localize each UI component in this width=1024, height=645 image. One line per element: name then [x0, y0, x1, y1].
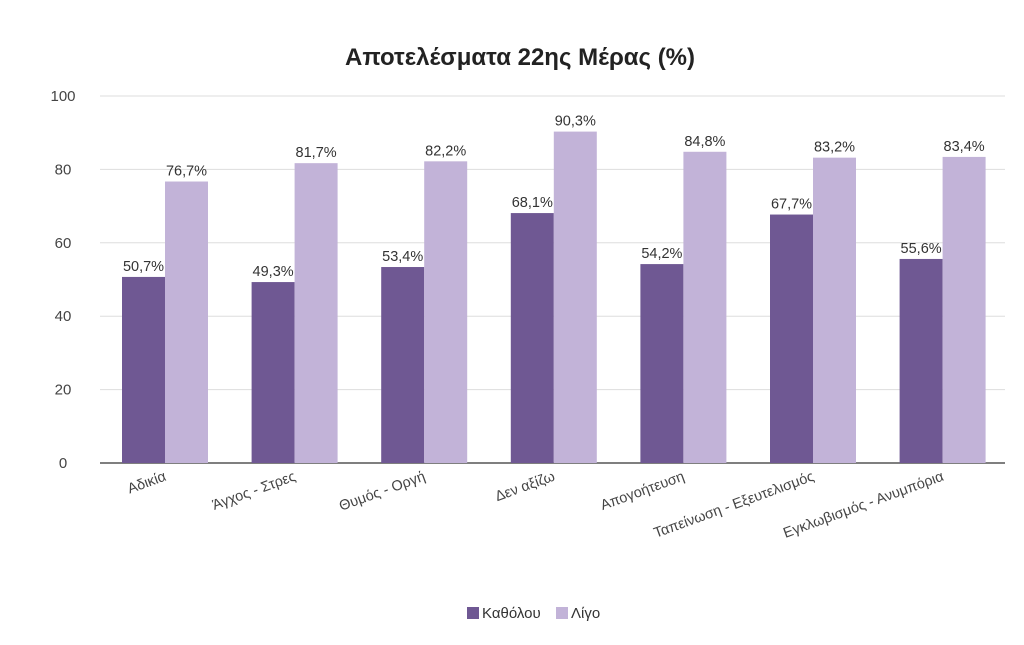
data-label: 54,2% — [641, 246, 682, 262]
chart-title: Αποτελέσματα 22ης Μέρας (%) — [344, 44, 696, 71]
y-tick-label: 40 — [55, 308, 72, 325]
bar-series-1 — [899, 258, 943, 463]
data-label: 90,3% — [555, 114, 596, 130]
bar-series-2 — [813, 157, 856, 463]
data-label: 82,2% — [425, 143, 466, 159]
bar-series-1 — [122, 276, 165, 463]
data-label: 84,8% — [684, 134, 725, 150]
x-tick-label: Άγχος - Στρες — [210, 469, 298, 514]
data-label: 68,1% — [512, 195, 553, 211]
x-tick-label: Δεν αξίζω — [493, 469, 557, 505]
bar-series-1 — [770, 214, 813, 463]
y-tick-label: 80 — [55, 161, 72, 178]
bar-series-2 — [165, 181, 208, 464]
legend-swatch — [467, 607, 479, 619]
data-label: 67,7% — [771, 197, 812, 213]
data-label: 55,6% — [901, 241, 942, 257]
y-tick-label: 100 — [50, 88, 75, 105]
data-label: 76,7% — [166, 164, 207, 180]
y-tick-label: 0 — [59, 455, 67, 472]
x-tick-label: Αδικία — [125, 469, 168, 498]
data-label: 50,7% — [123, 259, 164, 275]
x-tick-label: Θυμός - Οργή — [337, 469, 427, 515]
legend-label: Λίγο — [571, 605, 600, 622]
x-tick-label: Απογοήτευση — [599, 469, 687, 514]
bar-series-1 — [640, 264, 684, 463]
data-label: 53,4% — [382, 249, 423, 265]
bar-series-1 — [510, 213, 554, 463]
data-label: 83,4% — [944, 139, 985, 155]
data-label: 81,7% — [296, 145, 337, 161]
bar-series-1 — [381, 267, 425, 463]
bar-series-2 — [942, 156, 986, 463]
y-tick-label: 20 — [55, 382, 72, 399]
bar-series-2 — [424, 161, 468, 464]
legend-label: Καθόλου — [482, 605, 541, 622]
y-tick-label: 60 — [55, 235, 72, 252]
bar-series-2 — [553, 131, 597, 463]
bar-series-2 — [294, 163, 338, 463]
bar-series-2 — [683, 151, 727, 463]
data-label: 83,2% — [814, 140, 855, 156]
bar-series-1 — [251, 282, 295, 463]
legend-swatch — [556, 607, 568, 619]
data-label: 49,3% — [253, 264, 294, 280]
